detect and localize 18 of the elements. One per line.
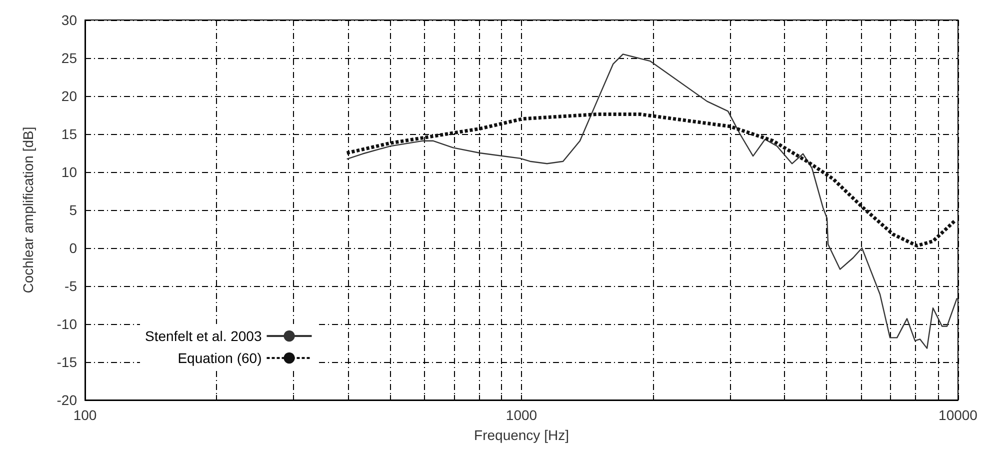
y-tick-label: 30	[61, 12, 78, 28]
y-tick-label: -10	[56, 316, 78, 332]
y-tick-label: -5	[64, 278, 78, 294]
y-tick-label: 25	[61, 50, 78, 66]
x-axis-title: Frequency [Hz]	[474, 427, 569, 443]
y-tick-label: 20	[61, 88, 78, 104]
y-tick-label: 0	[69, 240, 78, 256]
y-tick-label: -20	[56, 392, 78, 408]
y-tick-label: 10	[61, 164, 78, 180]
y-axis-title: Cochlear amplification [dB]	[20, 126, 36, 294]
legend-label: Stenfelt et al. 2003	[144, 328, 262, 344]
x-tick-label: 100	[73, 407, 97, 423]
legend-label: Equation (60)	[178, 350, 262, 366]
x-tick-label: 10000	[938, 407, 978, 423]
x-tick-label: 1000	[506, 407, 538, 423]
y-tick-label: 15	[61, 126, 78, 142]
y-tick-label: -15	[56, 354, 78, 370]
y-tick-label: 5	[69, 202, 78, 218]
